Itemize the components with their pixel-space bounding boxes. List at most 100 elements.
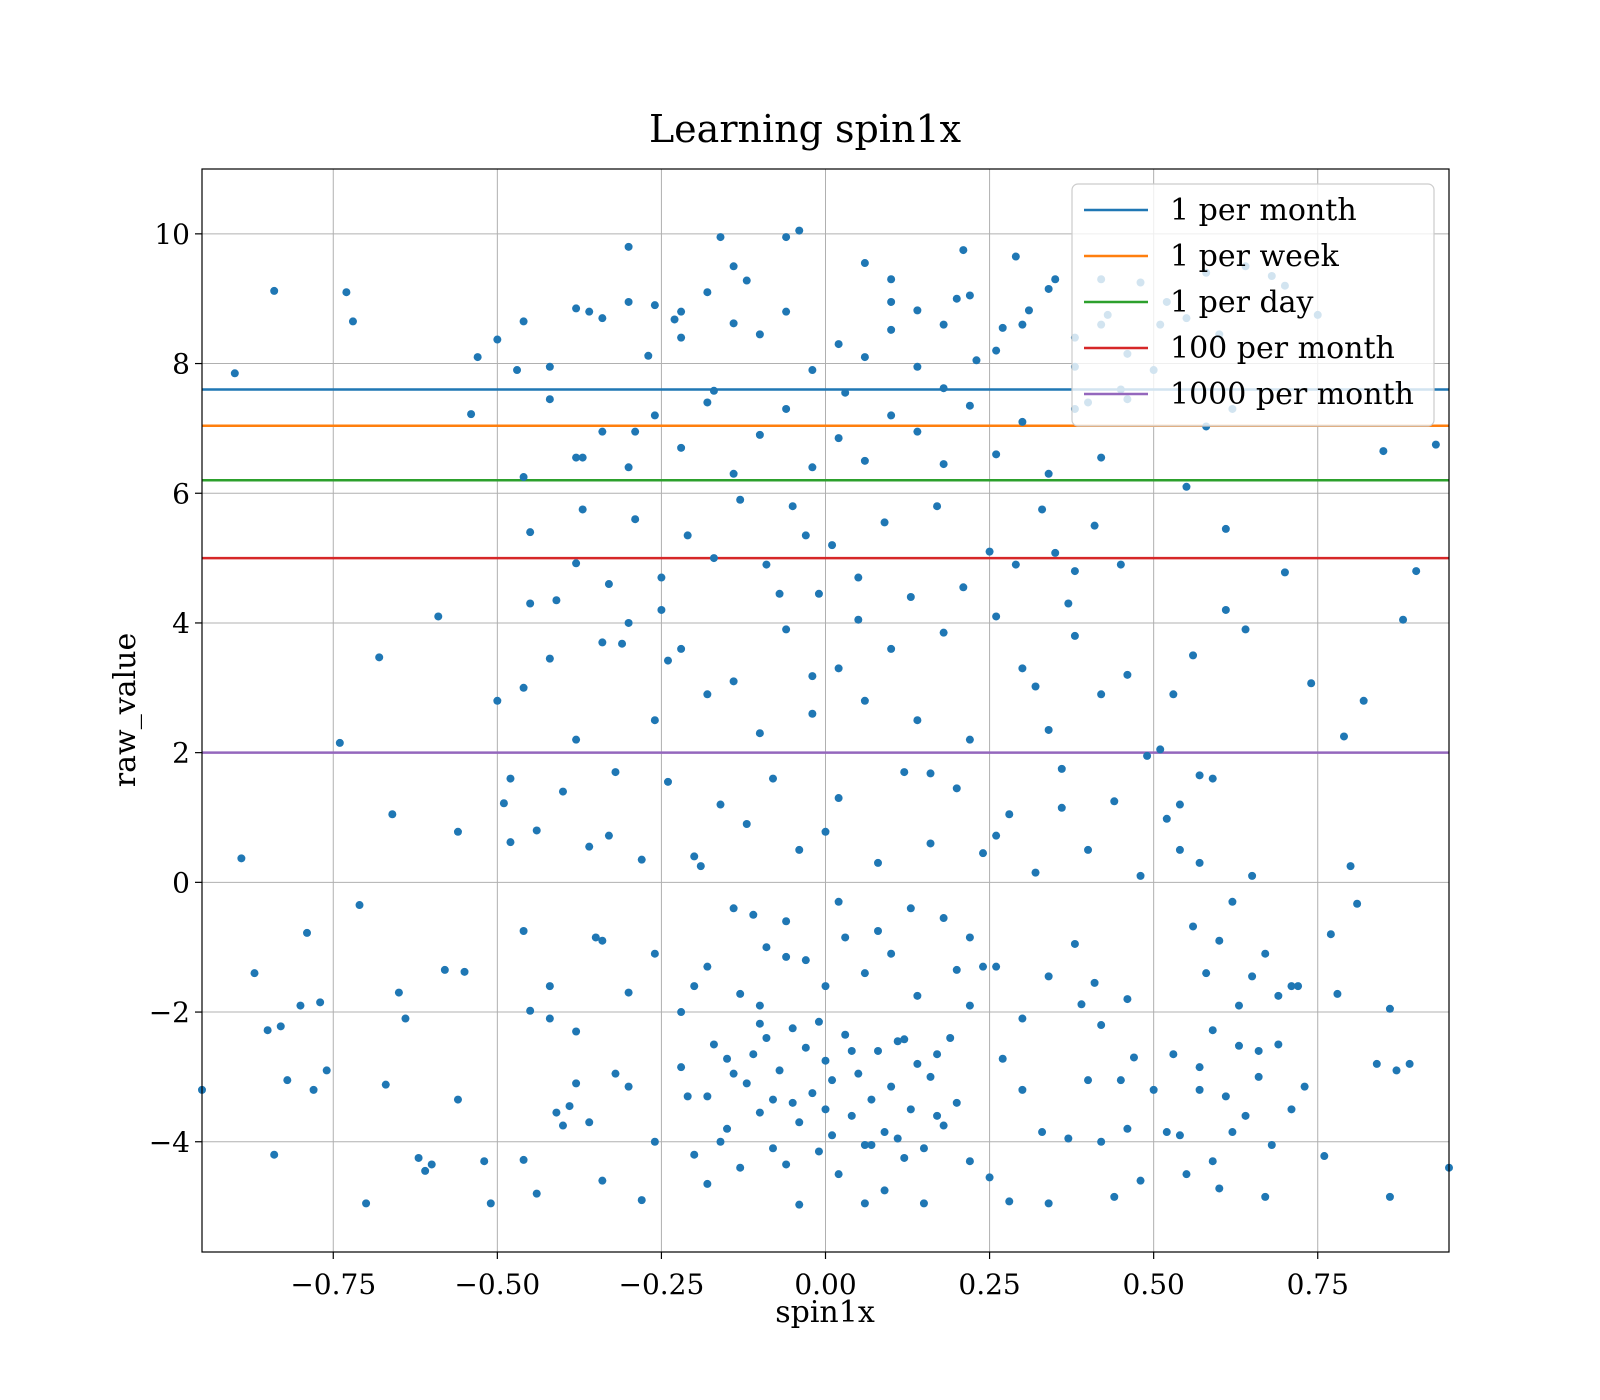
y-tick-label: 6 bbox=[172, 477, 190, 510]
scatter-point bbox=[860, 969, 869, 978]
scatter-point bbox=[677, 644, 686, 653]
scatter-point bbox=[1051, 548, 1060, 557]
scatter-point bbox=[749, 1050, 758, 1059]
scatter-point bbox=[992, 612, 1001, 621]
scatter-point bbox=[283, 1076, 292, 1085]
scatter-point bbox=[1208, 1157, 1217, 1166]
scatter-point bbox=[965, 401, 974, 410]
scatter-point bbox=[657, 605, 666, 614]
scatter-point bbox=[467, 410, 476, 419]
scatter-point bbox=[1024, 306, 1033, 315]
scatter-point bbox=[1215, 1184, 1224, 1193]
scatter-point bbox=[1044, 1199, 1053, 1208]
scatter-point bbox=[723, 1124, 732, 1133]
scatter-point bbox=[1195, 771, 1204, 780]
scatter-point bbox=[1241, 625, 1250, 634]
x-tick-label: 0.00 bbox=[794, 1268, 856, 1301]
scatter-point bbox=[1248, 972, 1257, 981]
scatter-point bbox=[768, 1144, 777, 1153]
scatter-point bbox=[1175, 1131, 1184, 1140]
scatter-point bbox=[1274, 1040, 1283, 1049]
scatter-point bbox=[992, 831, 1001, 840]
scatter-point bbox=[933, 1111, 942, 1120]
scatter-point bbox=[427, 1160, 436, 1169]
scatter-point bbox=[926, 839, 935, 848]
scatter-point bbox=[1399, 615, 1408, 624]
scatter-point bbox=[814, 589, 823, 598]
scatter-point bbox=[624, 1082, 633, 1091]
scatter-point bbox=[270, 1150, 279, 1159]
scatter-point bbox=[1018, 417, 1027, 426]
scatter-point bbox=[834, 340, 843, 349]
scatter-point bbox=[834, 664, 843, 673]
scatter-point bbox=[946, 1033, 955, 1042]
scatter-point bbox=[1359, 696, 1368, 705]
scatter-point bbox=[1090, 978, 1099, 987]
scatter-point bbox=[1090, 521, 1099, 530]
scatter-point bbox=[762, 560, 771, 569]
scatter-point bbox=[939, 384, 948, 393]
scatter-point bbox=[788, 502, 797, 511]
scatter-point bbox=[1011, 560, 1020, 569]
scatter-point bbox=[1287, 982, 1296, 991]
scatter-point bbox=[1221, 1092, 1230, 1101]
scatter-point bbox=[906, 1105, 915, 1114]
x-tick-label: 0.25 bbox=[958, 1268, 1020, 1301]
y-ticks: −4 −2 0 2 4 6 8 10 bbox=[149, 218, 202, 1159]
x-ticks: −0.75 −0.50 −0.25 0.00 0.25 0.50 0.75 bbox=[290, 1252, 1349, 1301]
scatter-point bbox=[526, 528, 535, 537]
scatter-point bbox=[854, 1069, 863, 1078]
scatter-point bbox=[1110, 1192, 1119, 1201]
scatter-point bbox=[867, 1140, 876, 1149]
scatter-point bbox=[552, 1108, 561, 1117]
scatter-point bbox=[650, 301, 659, 310]
scatter-point bbox=[992, 962, 1001, 971]
scatter-point bbox=[1274, 991, 1283, 1000]
scatter-point bbox=[1346, 862, 1355, 871]
scatter-point bbox=[657, 573, 666, 582]
scatter-point bbox=[880, 1128, 889, 1137]
scatter-point bbox=[887, 949, 896, 958]
scatter-point bbox=[1339, 732, 1348, 741]
legend-label: 1 per day bbox=[1170, 285, 1314, 320]
scatter-point bbox=[1353, 899, 1362, 908]
scatter-point bbox=[1070, 631, 1079, 640]
scatter-point bbox=[1405, 1059, 1414, 1068]
scatter-point bbox=[611, 768, 620, 777]
scatter-point bbox=[821, 827, 830, 836]
scatter-point bbox=[598, 638, 607, 647]
scatter-point bbox=[663, 656, 672, 665]
scatter-point bbox=[1385, 1004, 1394, 1013]
scatter-point bbox=[558, 1121, 567, 1130]
x-tick-label: −0.75 bbox=[290, 1268, 376, 1301]
scatter-point bbox=[834, 1170, 843, 1179]
scatter-point bbox=[913, 991, 922, 1000]
scatter-point bbox=[1136, 871, 1145, 880]
scatter-point bbox=[650, 949, 659, 958]
scatter-point bbox=[683, 1092, 692, 1101]
scatter-point bbox=[952, 784, 961, 793]
scatter-point bbox=[965, 933, 974, 942]
scatter-point bbox=[493, 696, 502, 705]
scatter-point bbox=[762, 943, 771, 952]
scatter-point bbox=[624, 297, 633, 306]
scatter-point bbox=[998, 1054, 1007, 1063]
scatter-point bbox=[1379, 447, 1388, 456]
scatter-point bbox=[1044, 725, 1053, 734]
scatter-point bbox=[355, 901, 364, 910]
scatter-point bbox=[874, 926, 883, 935]
scatter-point bbox=[526, 1006, 535, 1015]
x-tick-label: −0.50 bbox=[454, 1268, 540, 1301]
scatter-point bbox=[1136, 1176, 1145, 1185]
scatter-point bbox=[303, 928, 312, 937]
scatter-point bbox=[913, 362, 922, 371]
y-tick-label: 0 bbox=[172, 866, 190, 899]
scatter-point bbox=[552, 596, 561, 605]
scatter-point bbox=[906, 593, 915, 602]
scatter-point bbox=[755, 729, 764, 738]
scatter-point bbox=[992, 346, 1001, 355]
scatter-point bbox=[834, 434, 843, 443]
chart-title: Learning spin1x bbox=[649, 107, 961, 151]
scatter-point bbox=[821, 982, 830, 991]
scatter-point bbox=[860, 259, 869, 268]
